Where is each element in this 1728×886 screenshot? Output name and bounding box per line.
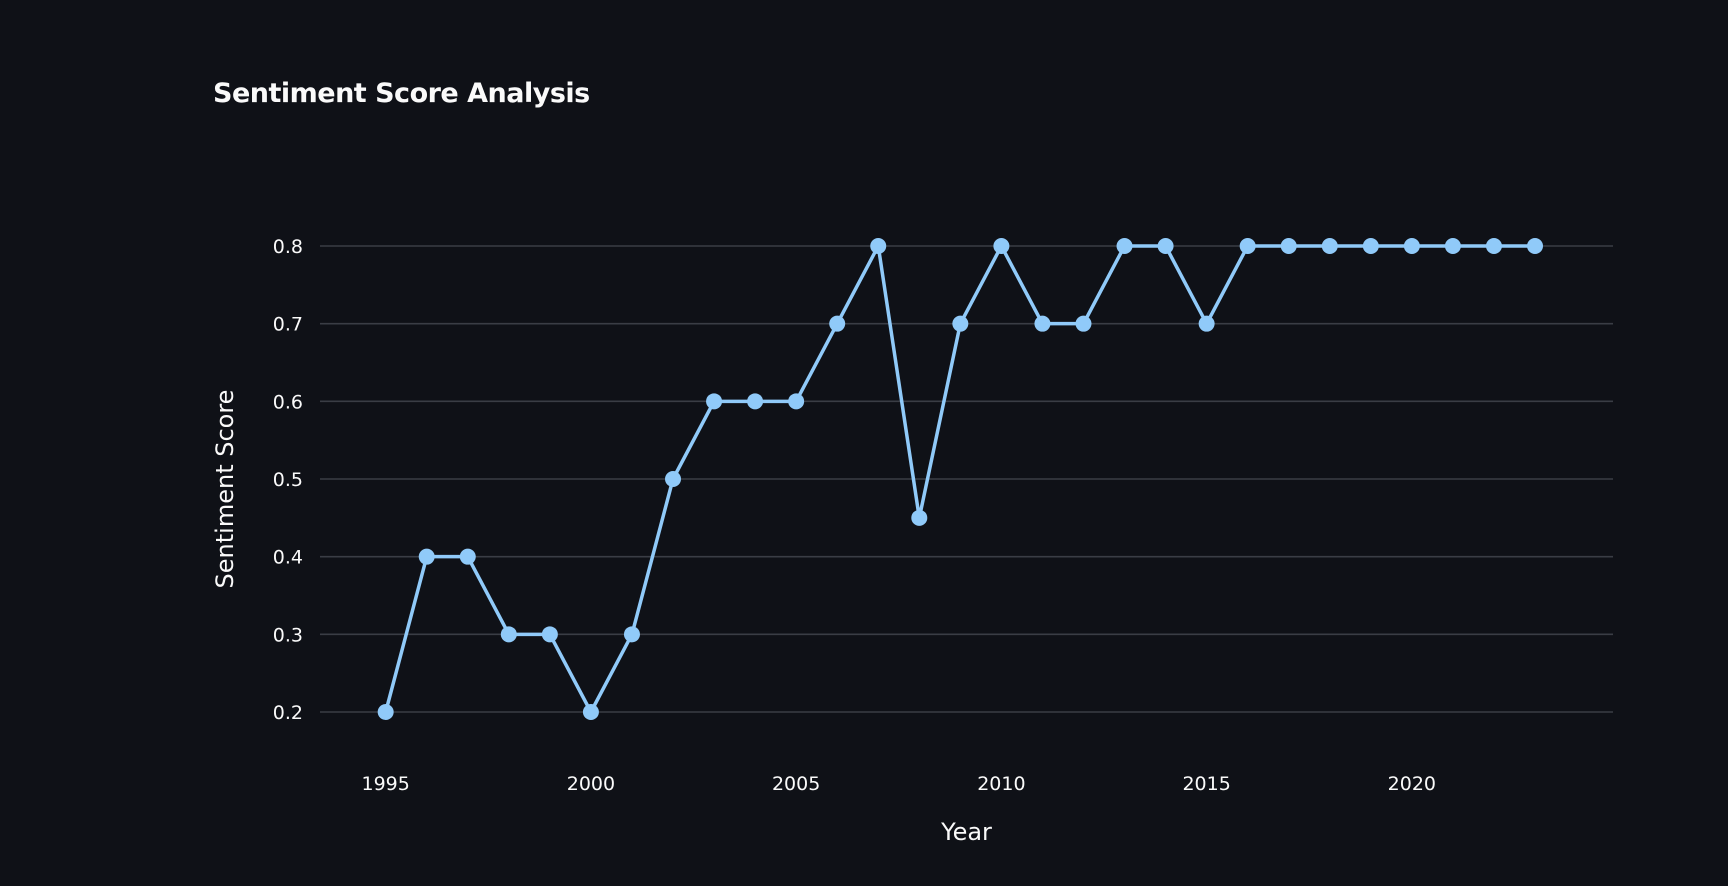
y-axis-ticks: 0.2 0.3 0.4 0.5 0.6 0.7 0.8	[273, 236, 303, 724]
data-point[interactable]	[1321, 238, 1338, 254]
data-point[interactable]	[500, 626, 517, 643]
y-tick-label: 0.6	[273, 391, 303, 413]
data-point[interactable]	[1198, 315, 1215, 332]
chart-title: Sentiment Score Analysis	[213, 78, 590, 109]
y-tick-label: 0.4	[273, 547, 303, 569]
data-point[interactable]	[788, 393, 805, 410]
y-tick-label: 0.7	[273, 314, 303, 336]
x-axis-ticks: 1995 2000 2005 2010 2015 2020	[361, 773, 1436, 795]
data-point[interactable]	[993, 238, 1010, 254]
y-tick-label: 0.5	[273, 469, 303, 491]
data-point[interactable]	[747, 393, 764, 410]
y-tick-label: 0.8	[273, 236, 303, 258]
data-point[interactable]	[952, 315, 969, 332]
data-point[interactable]	[1075, 315, 1092, 332]
data-point[interactable]	[870, 238, 887, 254]
y-tick-label: 0.3	[273, 624, 303, 646]
series-layer	[377, 238, 1544, 720]
data-point[interactable]	[706, 393, 723, 410]
data-point[interactable]	[582, 704, 599, 720]
data-point[interactable]	[623, 626, 640, 643]
data-point[interactable]	[829, 315, 846, 332]
data-point[interactable]	[459, 548, 476, 565]
x-tick-label: 1995	[361, 773, 409, 795]
data-point[interactable]	[911, 509, 928, 526]
data-point[interactable]	[1034, 315, 1051, 332]
data-point[interactable]	[541, 626, 558, 643]
x-tick-label: 2000	[567, 773, 615, 795]
y-tick-label: 0.2	[273, 702, 303, 724]
data-point[interactable]	[1485, 238, 1502, 254]
data-point[interactable]	[665, 471, 682, 487]
y-axis-title: Sentiment Score	[211, 390, 239, 589]
data-point[interactable]	[1116, 238, 1133, 254]
data-point[interactable]	[1362, 238, 1379, 254]
x-axis-title: Year	[940, 818, 992, 846]
data-point[interactable]	[377, 704, 394, 720]
data-point[interactable]	[1403, 238, 1420, 254]
data-point[interactable]	[1280, 238, 1297, 254]
x-tick-label: 2020	[1388, 773, 1436, 795]
x-tick-label: 2010	[977, 773, 1025, 795]
x-tick-label: 2015	[1182, 773, 1230, 795]
data-point[interactable]	[418, 548, 435, 565]
data-point[interactable]	[1444, 238, 1461, 254]
data-point[interactable]	[1527, 238, 1544, 254]
data-point[interactable]	[1239, 238, 1256, 254]
x-tick-label: 2005	[772, 773, 820, 795]
data-point[interactable]	[1157, 238, 1174, 254]
gridlines	[320, 245, 1613, 713]
